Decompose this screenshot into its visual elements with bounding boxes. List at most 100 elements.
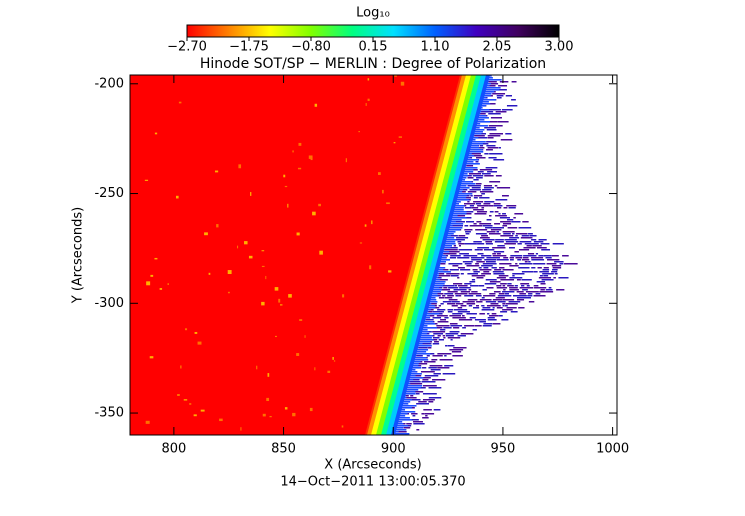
streak (479, 101, 489, 103)
streak (481, 265, 493, 267)
streak (493, 273, 505, 275)
streak (454, 285, 458, 287)
streak (473, 137, 488, 139)
streak (516, 297, 531, 299)
streak (495, 199, 508, 201)
speck (333, 360, 336, 362)
speck (193, 414, 197, 417)
streak (510, 311, 518, 313)
streak (512, 233, 515, 235)
speck (216, 224, 219, 228)
streak (472, 329, 477, 331)
streak (447, 311, 453, 313)
streak (479, 299, 492, 301)
streak (518, 267, 530, 269)
streak (455, 303, 464, 305)
streak (471, 279, 476, 281)
speck (296, 232, 300, 236)
streak (465, 213, 472, 215)
speck (167, 283, 169, 285)
speck (144, 179, 149, 181)
streak (478, 105, 487, 107)
colorbar-tick-label: −1.75 (229, 40, 269, 55)
streak (487, 319, 497, 321)
streak (492, 271, 504, 273)
streak (489, 181, 501, 183)
speck (250, 192, 252, 196)
speck (359, 242, 363, 244)
streak (451, 205, 465, 207)
streak (449, 213, 467, 215)
streak (451, 305, 458, 307)
streak (496, 285, 502, 287)
streak (470, 285, 479, 287)
streak (554, 273, 558, 275)
streak (483, 267, 489, 269)
streak (498, 315, 503, 317)
streak (485, 227, 492, 229)
speck (364, 224, 367, 227)
streak (463, 217, 472, 219)
streak (391, 433, 410, 435)
streak (474, 213, 487, 215)
streak (537, 267, 542, 269)
streak (482, 89, 500, 91)
streak (498, 275, 509, 277)
speck (146, 281, 151, 286)
streak (458, 245, 461, 247)
streak (442, 335, 446, 337)
streak (475, 295, 482, 297)
streak (465, 211, 474, 213)
streak (506, 105, 518, 107)
streak (538, 277, 552, 279)
streak (486, 305, 501, 307)
streak (523, 255, 537, 257)
streak (495, 175, 502, 177)
streak (407, 373, 422, 375)
speck (341, 425, 344, 428)
streak (399, 401, 411, 403)
streak (473, 195, 483, 197)
streak (392, 429, 407, 431)
streak (422, 399, 435, 401)
speck (342, 294, 345, 298)
streak (419, 327, 438, 329)
streak (440, 303, 444, 305)
streak (411, 399, 421, 401)
streak (469, 281, 476, 283)
streak (405, 397, 417, 399)
streak (453, 289, 467, 291)
streak (509, 257, 515, 259)
streak (552, 267, 562, 269)
speck (287, 203, 289, 208)
streak (511, 221, 521, 223)
streak (420, 323, 435, 325)
streak (468, 155, 483, 157)
streak (410, 361, 421, 363)
streak (437, 353, 452, 355)
streak (447, 295, 454, 297)
streak (551, 255, 559, 257)
streak (491, 313, 497, 315)
streak (459, 189, 468, 191)
streak (440, 329, 446, 331)
streak (450, 225, 464, 227)
streak (494, 241, 504, 243)
streak (428, 387, 442, 389)
streak (505, 241, 519, 243)
streak (495, 111, 507, 113)
streak (493, 205, 503, 207)
streak (503, 257, 509, 259)
streak (481, 255, 492, 257)
streak (462, 327, 466, 329)
streak (496, 95, 504, 97)
streak (432, 279, 440, 281)
streak (479, 113, 486, 115)
streak (519, 287, 534, 289)
streak (398, 405, 417, 407)
streak (455, 295, 459, 297)
colorbar-tick-label: 1.10 (421, 40, 450, 55)
streak (473, 209, 484, 211)
streak (476, 301, 483, 303)
